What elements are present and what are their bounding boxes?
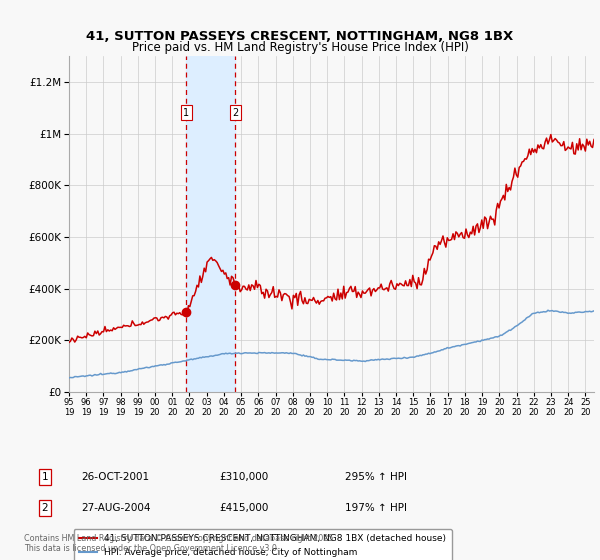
Bar xyxy=(187,56,235,392)
Text: 1: 1 xyxy=(184,108,190,118)
Text: Contains HM Land Registry data © Crown copyright and database right 2025.
This d: Contains HM Land Registry data © Crown c… xyxy=(24,534,336,553)
Legend: 41, SUTTON PASSEYS CRESCENT, NOTTINGHAM, NG8 1BX (detached house), HPI: Average : 41, SUTTON PASSEYS CRESCENT, NOTTINGHAM,… xyxy=(74,529,452,560)
Text: £310,000: £310,000 xyxy=(219,472,268,482)
Text: 1: 1 xyxy=(41,472,49,482)
Text: 27-AUG-2004: 27-AUG-2004 xyxy=(81,503,151,513)
Text: 197% ↑ HPI: 197% ↑ HPI xyxy=(345,503,407,513)
Text: 295% ↑ HPI: 295% ↑ HPI xyxy=(345,472,407,482)
Text: £415,000: £415,000 xyxy=(219,503,268,513)
Text: 2: 2 xyxy=(232,108,238,118)
Text: Price paid vs. HM Land Registry's House Price Index (HPI): Price paid vs. HM Land Registry's House … xyxy=(131,41,469,54)
Text: 41, SUTTON PASSEYS CRESCENT, NOTTINGHAM, NG8 1BX: 41, SUTTON PASSEYS CRESCENT, NOTTINGHAM,… xyxy=(86,30,514,43)
Text: 26-OCT-2001: 26-OCT-2001 xyxy=(81,472,149,482)
Text: 2: 2 xyxy=(41,503,49,513)
